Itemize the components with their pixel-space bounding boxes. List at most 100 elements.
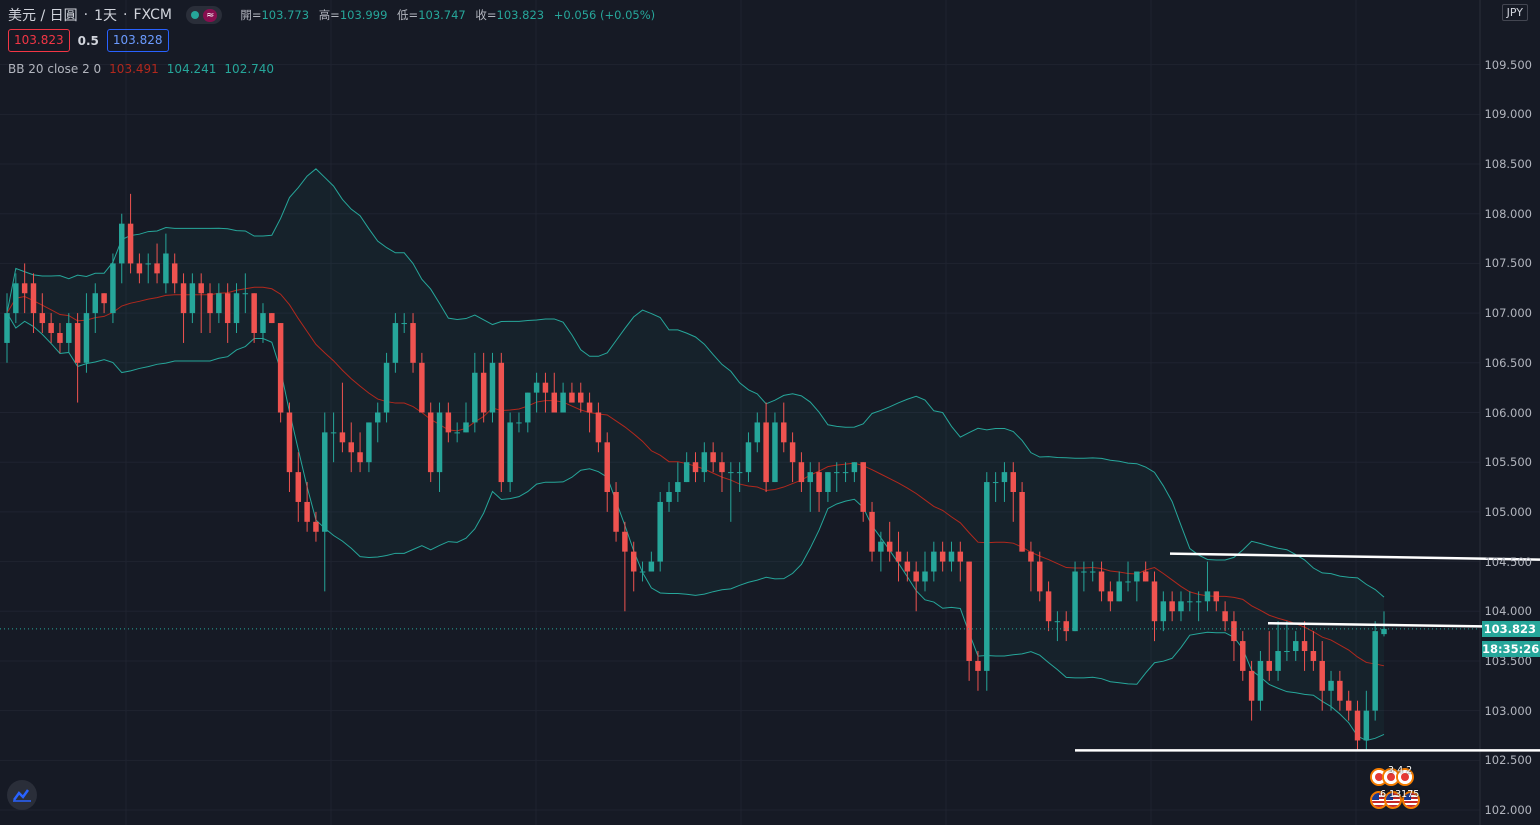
candle-body (127, 223, 134, 264)
candle-body (1054, 621, 1061, 623)
candle-body (1134, 571, 1140, 582)
low-label: 低= (397, 8, 419, 22)
price-axis-label: 104.500 (1484, 554, 1532, 569)
candle-body (789, 442, 796, 463)
current-price-tag: 103.823 (1482, 620, 1540, 637)
bb-upper-line (6, 168, 1385, 598)
candle-body (551, 392, 558, 413)
candle-body (807, 472, 813, 483)
candle-body (569, 392, 575, 403)
candle-body (1354, 710, 1361, 741)
candle-body (4, 313, 10, 343)
tradingview-logo-icon[interactable] (7, 780, 37, 810)
open-value: 103.773 (261, 8, 310, 22)
candle-body (1257, 660, 1264, 701)
candle-body (1001, 472, 1008, 483)
candle-body (1381, 628, 1387, 635)
candle-body (675, 482, 681, 493)
indicator-name[interactable]: BB 20 close 2 0 (8, 62, 102, 76)
candle-body (939, 551, 946, 562)
candle-body (728, 472, 734, 474)
candle-body (1028, 551, 1034, 562)
us-flag-icon[interactable] (1384, 791, 1402, 809)
symbol-name[interactable]: 美元 / 日圓 (8, 8, 78, 24)
candle-body (48, 323, 54, 333)
candle-body (1187, 601, 1193, 603)
candle-body (825, 472, 831, 493)
bb-lower-value: 102.740 (224, 62, 275, 76)
candle-body (83, 313, 90, 363)
candle-body (313, 521, 319, 532)
countdown-tag: 18:35:26 (1482, 640, 1540, 657)
candle-body (604, 442, 610, 493)
price-axis-label: 102.500 (1484, 753, 1532, 768)
candle-body (878, 541, 884, 552)
candle-body (171, 263, 178, 284)
candle-body (1010, 472, 1017, 493)
candle-body (304, 501, 310, 522)
currency-button[interactable]: JPY (1501, 4, 1528, 21)
change-value: +0.056 (+0.05%) (553, 8, 656, 22)
us-flag-icon[interactable] (1402, 791, 1420, 809)
candle-body (295, 472, 302, 502)
candle-body (1107, 591, 1114, 602)
candle-body (1266, 660, 1272, 671)
candle-body (242, 293, 249, 295)
candle-body (1089, 571, 1096, 573)
trendline[interactable] (1169, 552, 1540, 561)
candle-body (1363, 710, 1370, 741)
economic-events[interactable]: 3 4 2 6 13175 (1370, 765, 1434, 815)
candle-body (701, 452, 708, 473)
candle-body (366, 422, 372, 463)
candle-body (1275, 651, 1281, 671)
candle-body (39, 313, 46, 324)
market-data-icon: ≈ (202, 8, 218, 22)
event-count-row2: 6 13175 (1380, 789, 1420, 800)
candle-body (1045, 591, 1052, 622)
ohlc-values: 開=103.773 高=103.999 低=103.747 收=103.823 … (240, 7, 655, 23)
close-value: 103.823 (496, 8, 545, 22)
candle-body (992, 482, 999, 484)
candle-body (66, 323, 72, 343)
candle-body (427, 412, 434, 473)
price-axis-label: 107.500 (1484, 256, 1532, 271)
buy-button[interactable]: 103.828 (106, 29, 169, 52)
candle-body (180, 283, 187, 314)
candle-body (383, 362, 390, 413)
candle-body (1037, 561, 1043, 592)
candle-body (957, 551, 964, 562)
sell-button[interactable]: 103.823 (8, 29, 70, 52)
interval-label[interactable]: 1天 (94, 8, 117, 24)
candle-body (1248, 670, 1255, 701)
candle-body (860, 462, 866, 512)
candle-body (233, 293, 240, 324)
candle-body (392, 323, 399, 363)
candle-body (869, 511, 875, 552)
candle-body (719, 462, 725, 473)
candle-body (463, 422, 469, 433)
market-status-pill[interactable]: ≈ (185, 6, 223, 24)
japan-flag-icon[interactable] (1396, 768, 1414, 786)
candle-body (683, 462, 690, 483)
candle-body (224, 293, 231, 324)
candle-body (613, 492, 619, 532)
candle-body (101, 293, 107, 304)
candle-body (348, 442, 354, 453)
candle-body (533, 382, 540, 393)
indicator-legend[interactable]: BB 20 close 2 0 103.491 104.241 102.740 (8, 62, 274, 76)
candle-body (163, 253, 169, 284)
us-flag-icon[interactable] (1370, 791, 1388, 809)
separator-dot: · (123, 7, 128, 23)
candle-body (736, 472, 743, 474)
candle-body (745, 442, 752, 473)
candle-body (74, 323, 81, 363)
candle-body (1222, 611, 1228, 622)
candle-body (507, 422, 513, 483)
spread-value: 0.5 (77, 33, 99, 48)
candle-body (895, 551, 902, 562)
candle-body (1301, 641, 1308, 652)
candle-body (1116, 581, 1122, 602)
candle-body (251, 293, 257, 333)
candle-body (357, 452, 363, 463)
